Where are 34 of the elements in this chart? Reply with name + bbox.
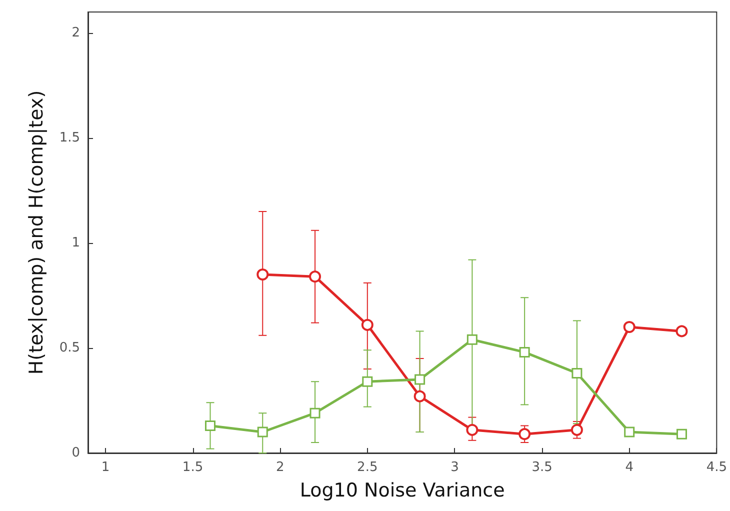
y-tick-label: 2 (72, 26, 80, 40)
point (676, 325, 688, 338)
x-tick-label: 2 (276, 460, 284, 475)
point (414, 390, 426, 402)
point (309, 270, 322, 283)
point (623, 321, 636, 333)
point (362, 376, 373, 387)
y-tick-label: 0 (72, 446, 80, 460)
x-tick-label: 2.5 (357, 460, 378, 475)
point (518, 428, 531, 440)
point (310, 408, 320, 418)
point (204, 420, 216, 431)
x-tick-label: 3 (450, 460, 459, 475)
point (570, 424, 583, 436)
point (257, 426, 268, 438)
y-tick-label: 1.5 (59, 130, 80, 146)
x-tick-label: 1 (101, 460, 110, 475)
x-axis-title: Log10 Noise Variance (300, 480, 505, 502)
point (676, 428, 687, 440)
y-tick-label: 0.5 (59, 340, 80, 356)
point (414, 374, 426, 385)
x-tick-label: 3.5 (532, 460, 552, 475)
point (256, 268, 269, 280)
point (624, 426, 635, 438)
x-tick-label: 4 (625, 460, 634, 475)
x-tick-label: 1.5 (182, 460, 204, 475)
point (519, 346, 530, 358)
point (466, 424, 478, 436)
point (572, 368, 582, 378)
y-tick-label: 1 (72, 236, 80, 250)
y-axis-title: H(tex|comp) and H(comp|tex) (26, 90, 48, 375)
point (361, 318, 374, 331)
point (466, 334, 478, 345)
x-tick-label: 4.5 (706, 460, 728, 475)
